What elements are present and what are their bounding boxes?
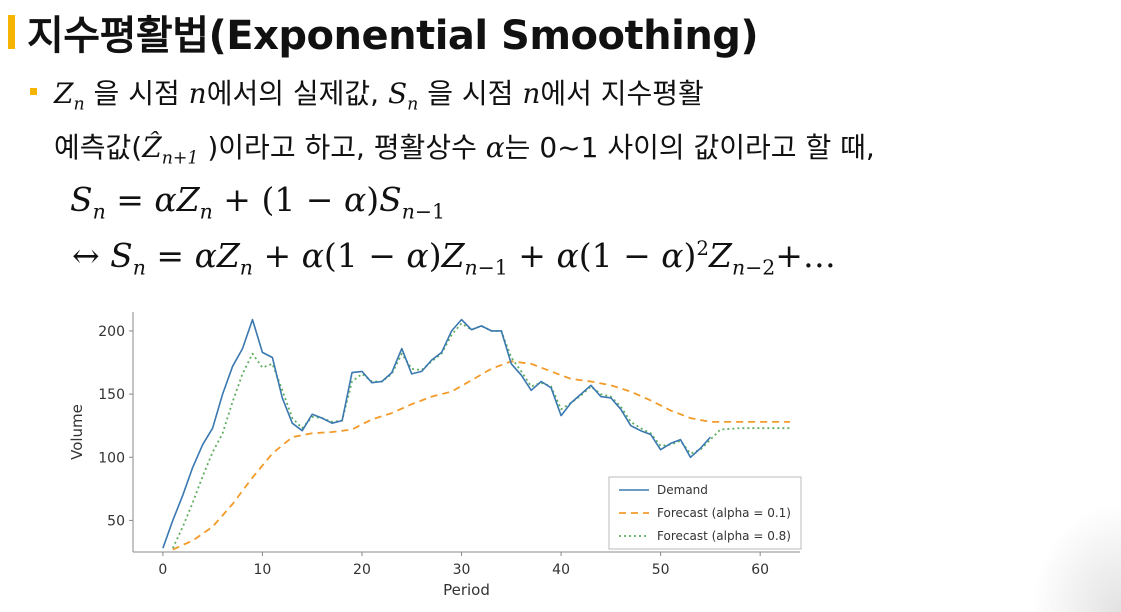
bullet-marker	[30, 88, 37, 95]
text-segment: 에서 지수평활	[540, 77, 704, 110]
math-sn: Sn	[387, 77, 419, 115]
y-tick-label: 200	[98, 324, 125, 340]
equation-2: ↔ Sn = αZn + α(1 − α)Zn−1 + α(1 − α)2Zn−…	[72, 236, 836, 280]
series-line-dashed	[172, 360, 790, 551]
chart-series	[162, 318, 790, 551]
x-axis-label: Period	[443, 581, 490, 599]
chart-legend: Demand Forecast (alpha = 0.1) Forecast (al…	[608, 476, 802, 550]
legend-box	[608, 476, 802, 550]
legend-label: Forecast (alpha = 0.8)	[657, 529, 791, 543]
x-tick-label: 20	[353, 562, 371, 578]
x-tick-label: 60	[751, 562, 769, 578]
definition-line-2: 예측값(Ẑn+1 )이라고 하고, 평활상수 α는 0~1 사이의 값이라고 할…	[54, 126, 875, 169]
series-line-dotted	[171, 322, 790, 549]
title-row: 지수평활법(Exponential Smoothing)	[8, 6, 759, 59]
math-alpha: α	[485, 131, 505, 164]
legend-label: Forecast (alpha = 0.1)	[657, 506, 791, 520]
title-accent-bar	[8, 15, 15, 49]
math-n: n	[188, 77, 207, 110]
y-tick-label: 150	[98, 387, 125, 403]
text-segment: 을 시점	[418, 77, 523, 110]
text-segment: 을 시점	[84, 77, 189, 110]
text-segment: 에서의 실제값,	[206, 77, 388, 110]
corner-shading	[1031, 502, 1121, 612]
math-n: n	[522, 77, 541, 110]
x-tick-label: 10	[254, 562, 272, 578]
chart-axes	[132, 312, 800, 553]
text-segment: 예측값(	[54, 131, 143, 164]
math-zn: Zn	[54, 77, 85, 115]
definition-line-1: Zn 을 시점 n에서의 실제값, Sn 을 시점 n에서 지수평활	[54, 72, 704, 115]
x-tick-label: 50	[652, 562, 670, 578]
series-line-solid	[162, 318, 711, 549]
text-segment: )이라고 하고, 평활상수	[198, 131, 486, 164]
chart-ticks: 0 10 20 30 40 50 60 50 100 150 200	[98, 324, 769, 578]
page-title: 지수평활법(Exponential Smoothing)	[27, 13, 759, 59]
y-axis-label: Volume	[68, 404, 86, 460]
x-tick-label: 0	[158, 562, 167, 578]
text-segment: 는 0~1 사이의 값이라고 할 때,	[504, 131, 875, 164]
x-tick-label: 30	[453, 562, 471, 578]
equation-1: Sn = αZn + (1 − α)Sn−1	[70, 180, 446, 224]
x-tick-label: 40	[552, 562, 570, 578]
y-tick-label: 50	[107, 513, 125, 529]
legend-label: Demand	[657, 483, 708, 497]
y-tick-label: 100	[98, 450, 125, 466]
math-zhat: Ẑn+1	[142, 131, 199, 169]
